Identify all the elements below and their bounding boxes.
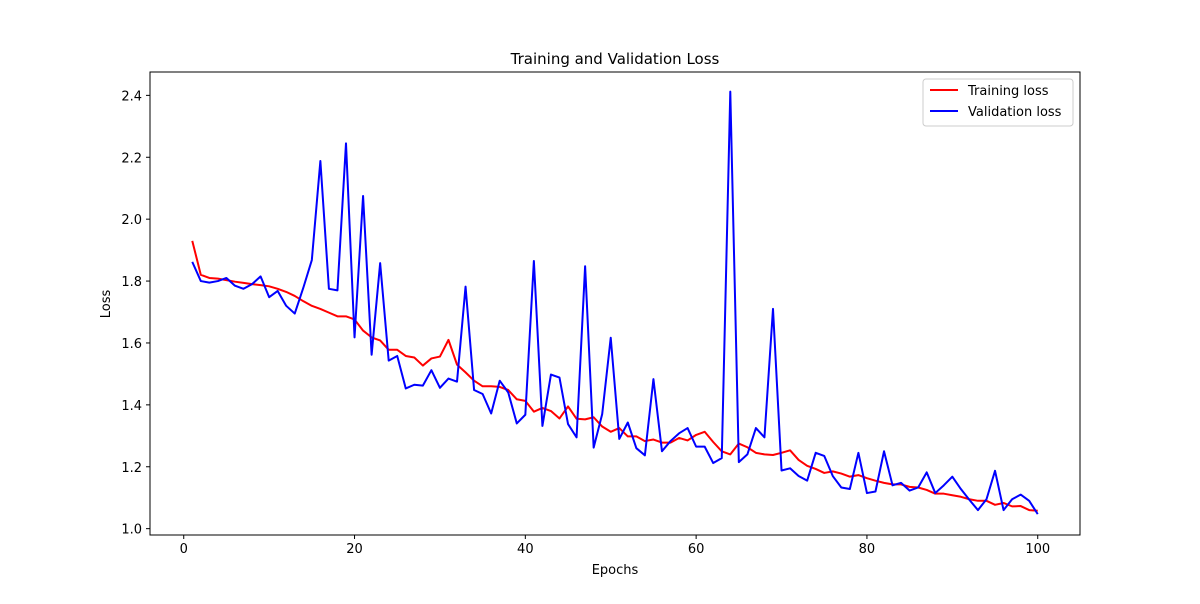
x-tick-label: 80 bbox=[859, 542, 876, 557]
y-tick-label: 2.2 bbox=[121, 151, 142, 166]
legend-label-training: Training loss bbox=[967, 84, 1049, 99]
series-line-validation-loss bbox=[191, 90, 1039, 515]
legend-label-validation: Validation loss bbox=[968, 105, 1062, 120]
x-tick-label: 0 bbox=[180, 542, 188, 557]
x-tick-label: 100 bbox=[1025, 542, 1050, 557]
x-tick-label: 60 bbox=[688, 542, 705, 557]
chart-title: Training and Validation Loss bbox=[510, 50, 720, 68]
y-axis-ticks: 1.0 1.2 1.4 1.6 1.8 2.0 2.2 2.4 bbox=[121, 89, 150, 538]
plot-background bbox=[150, 72, 1080, 535]
y-tick-label: 1.8 bbox=[121, 275, 142, 290]
legend: Training loss Validation loss bbox=[922, 78, 1074, 127]
x-axis-label: Epochs bbox=[592, 563, 639, 578]
legend-box bbox=[922, 78, 1074, 127]
y-tick-label: 2.4 bbox=[121, 89, 142, 104]
y-tick-label: 1.0 bbox=[121, 523, 142, 538]
y-tick-label: 2.0 bbox=[121, 213, 142, 228]
x-tick-label: 40 bbox=[517, 542, 534, 557]
y-tick-label: 1.2 bbox=[121, 461, 142, 476]
y-tick-label: 1.4 bbox=[121, 399, 142, 414]
x-axis-ticks: 0 20 40 60 80 100 bbox=[180, 535, 1050, 557]
plot-area bbox=[149, 71, 1081, 536]
series-layer bbox=[191, 90, 1039, 515]
axes-frame bbox=[149, 71, 1081, 536]
y-tick-label: 1.6 bbox=[121, 337, 142, 352]
x-tick-label: 20 bbox=[346, 542, 363, 557]
y-axis-label: Loss bbox=[99, 290, 114, 319]
